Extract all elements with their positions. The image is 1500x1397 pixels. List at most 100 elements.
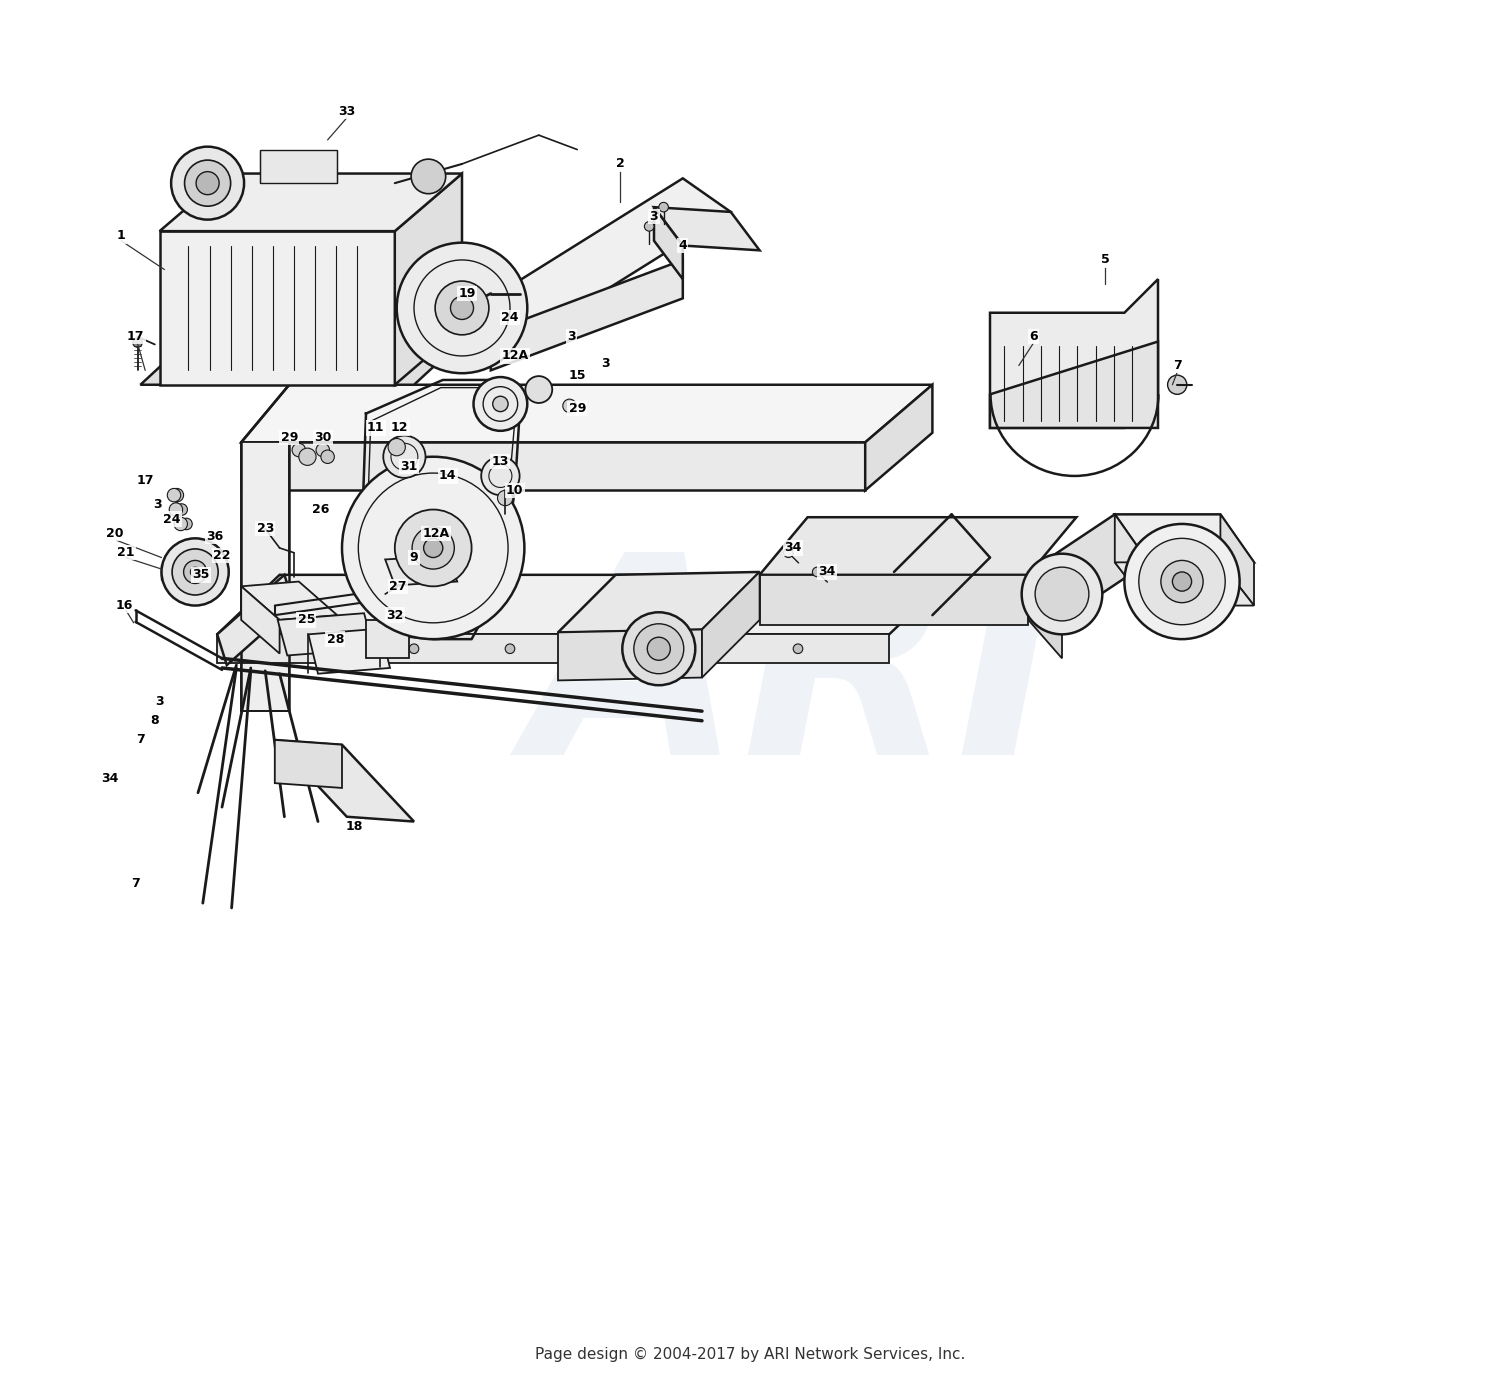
Circle shape: [1138, 538, 1226, 624]
Text: 21: 21: [117, 546, 135, 559]
Text: 2: 2: [616, 158, 626, 170]
Text: 30: 30: [314, 432, 332, 444]
Text: 22: 22: [213, 549, 231, 562]
Text: 7: 7: [130, 877, 140, 890]
Circle shape: [1022, 553, 1102, 634]
Circle shape: [176, 504, 188, 515]
Circle shape: [410, 644, 419, 654]
Circle shape: [174, 517, 188, 531]
Circle shape: [562, 400, 576, 412]
Text: Page design © 2004-2017 by ARI Network Services, Inc.: Page design © 2004-2017 by ARI Network S…: [536, 1347, 964, 1362]
Polygon shape: [159, 173, 462, 231]
Circle shape: [180, 518, 192, 529]
Circle shape: [184, 161, 231, 207]
Polygon shape: [1029, 514, 1149, 620]
Circle shape: [298, 448, 316, 465]
Text: 9: 9: [410, 550, 419, 564]
Bar: [366, 620, 410, 658]
Circle shape: [394, 510, 471, 587]
Circle shape: [1173, 571, 1191, 591]
Circle shape: [435, 281, 489, 335]
Polygon shape: [1029, 571, 1062, 658]
Circle shape: [602, 644, 610, 654]
Text: 14: 14: [440, 469, 456, 482]
Circle shape: [783, 548, 794, 557]
Text: 26: 26: [312, 503, 330, 515]
Text: 27: 27: [388, 580, 406, 592]
Polygon shape: [654, 207, 682, 279]
Bar: [261, 149, 338, 183]
Polygon shape: [894, 514, 990, 615]
Text: 25: 25: [297, 613, 315, 626]
Text: 3: 3: [153, 499, 162, 511]
Polygon shape: [141, 327, 477, 384]
Text: 12: 12: [392, 422, 408, 434]
Polygon shape: [990, 341, 1158, 427]
Polygon shape: [242, 443, 290, 711]
Polygon shape: [274, 740, 342, 788]
Polygon shape: [242, 384, 933, 443]
Circle shape: [658, 203, 669, 212]
Text: 29: 29: [568, 402, 586, 415]
Text: 18: 18: [346, 820, 363, 833]
Circle shape: [506, 644, 515, 654]
Polygon shape: [278, 613, 374, 655]
Circle shape: [794, 644, 802, 654]
Text: 23: 23: [256, 522, 274, 535]
Polygon shape: [242, 587, 279, 654]
Polygon shape: [490, 260, 682, 370]
Circle shape: [168, 489, 180, 502]
Circle shape: [292, 443, 306, 457]
Circle shape: [170, 489, 183, 502]
Text: 24: 24: [501, 312, 519, 324]
Circle shape: [698, 644, 706, 654]
Circle shape: [384, 436, 426, 478]
Circle shape: [162, 538, 228, 605]
Text: 12A: 12A: [501, 349, 528, 362]
Text: 34: 34: [818, 566, 836, 578]
Polygon shape: [702, 571, 759, 678]
Circle shape: [645, 222, 654, 231]
Polygon shape: [386, 556, 458, 585]
Polygon shape: [759, 517, 1077, 574]
Polygon shape: [217, 574, 951, 634]
Circle shape: [648, 637, 670, 661]
Polygon shape: [558, 630, 702, 680]
Circle shape: [474, 377, 528, 430]
Circle shape: [813, 567, 822, 577]
Text: 3: 3: [156, 696, 164, 708]
Circle shape: [183, 560, 207, 584]
Circle shape: [388, 439, 405, 455]
Text: 31: 31: [400, 460, 418, 472]
Text: 3: 3: [602, 358, 610, 370]
Circle shape: [1125, 524, 1239, 640]
Text: 7: 7: [136, 733, 146, 746]
Circle shape: [482, 457, 519, 495]
Circle shape: [634, 624, 684, 673]
Polygon shape: [558, 571, 759, 633]
Circle shape: [172, 549, 217, 595]
Text: 1: 1: [117, 229, 126, 243]
Circle shape: [1035, 567, 1089, 620]
Text: 10: 10: [506, 483, 524, 497]
Polygon shape: [1114, 563, 1254, 605]
Polygon shape: [217, 634, 889, 664]
Text: 24: 24: [164, 513, 182, 525]
Circle shape: [622, 612, 696, 685]
Polygon shape: [654, 207, 759, 250]
Text: 32: 32: [386, 609, 404, 622]
Text: 33: 33: [338, 105, 356, 117]
Circle shape: [171, 147, 244, 219]
Text: 8: 8: [150, 714, 159, 728]
Text: 15: 15: [568, 369, 586, 381]
Text: 20: 20: [105, 527, 123, 541]
Text: 35: 35: [192, 569, 210, 581]
Text: 4: 4: [678, 239, 687, 251]
Text: ARI: ARI: [526, 542, 1059, 813]
Circle shape: [170, 503, 183, 517]
Polygon shape: [759, 574, 1029, 624]
Text: 6: 6: [1029, 330, 1038, 344]
Text: 7: 7: [1173, 359, 1182, 372]
Text: 34: 34: [784, 542, 802, 555]
Circle shape: [396, 243, 528, 373]
